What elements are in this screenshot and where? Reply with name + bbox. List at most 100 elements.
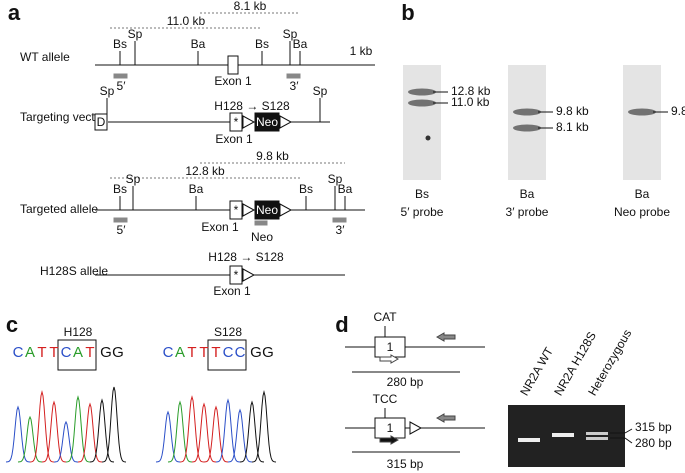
size-label: 280 bp (387, 375, 424, 389)
probe (332, 217, 347, 223)
band (628, 108, 656, 116)
loxp (279, 203, 293, 217)
probe-label: Neo probe (614, 205, 670, 219)
band (513, 124, 541, 132)
allele-label: Targeting vector (20, 110, 105, 124)
codon-box (207, 339, 247, 371)
site-label: Ba (293, 37, 308, 51)
probe-label: 5′ (117, 79, 127, 93)
base: A (175, 344, 185, 361)
base: C (13, 344, 24, 361)
peak (77, 402, 103, 463)
probe (254, 220, 268, 226)
site-label: Bs (255, 37, 269, 51)
base: C (163, 344, 174, 361)
box (227, 55, 239, 75)
base: A (25, 344, 35, 361)
star: * (234, 203, 239, 217)
peak (239, 400, 265, 463)
panel-label: c (6, 312, 18, 337)
exon-label: Exon 1 (201, 220, 239, 234)
site-label: Sp (128, 27, 143, 41)
distance-label: 12.8 kb (185, 164, 225, 178)
blot (403, 65, 441, 180)
panel-label: a (8, 0, 21, 25)
codon-box (57, 339, 97, 371)
primer-reverse (435, 332, 456, 342)
distance-label: 9.8 kb (256, 149, 289, 163)
allele-label: WT allele (20, 50, 70, 64)
base: T (211, 344, 220, 361)
mutation-label: H128 → S128 (214, 99, 290, 113)
marker-label: 280 bp (635, 436, 672, 450)
band (408, 99, 436, 107)
peak (17, 415, 43, 463)
primer-reverse (435, 413, 456, 423)
base: T (37, 344, 46, 361)
band-label: 9.8 kb (556, 104, 589, 118)
neo-box (254, 200, 280, 220)
neo-label: Neo (256, 115, 278, 129)
primer-forward (379, 435, 400, 445)
base: T (85, 344, 94, 361)
peak (54, 420, 78, 463)
neo-box (254, 112, 280, 132)
peak (227, 408, 253, 463)
peak (89, 398, 115, 463)
enzyme-label: Ba (635, 187, 650, 201)
probe-label: 3′ (336, 223, 346, 237)
peak (5, 405, 31, 463)
enzyme-label: Bs (415, 187, 429, 201)
allele-label: Targeted allele (20, 202, 98, 216)
site-label: Sp (100, 84, 115, 98)
base: C (223, 344, 234, 361)
site-label: Sp (328, 172, 343, 186)
probe-label: 5′ (117, 223, 127, 237)
peak (251, 390, 277, 463)
base: G (262, 344, 274, 361)
peak (179, 395, 205, 463)
mutation-label: H128 → S128 (208, 250, 284, 264)
band (552, 433, 574, 437)
line (624, 428, 633, 434)
codon-label: H128 (64, 325, 93, 339)
band (586, 432, 608, 435)
site-label: Sp (313, 84, 328, 98)
site-label: Ba (189, 182, 204, 196)
peak (41, 400, 67, 463)
base: G (112, 344, 124, 361)
marker-label: 315 bp (635, 420, 672, 434)
peak (65, 395, 91, 463)
lane-label: NR2A WT (517, 344, 556, 398)
exon-label: 1 (387, 340, 394, 354)
band-label: 9.8 kb (671, 104, 685, 118)
loxp (279, 115, 293, 129)
band-label: 8.1 kb (556, 120, 589, 134)
base: G (250, 344, 262, 361)
peak (167, 400, 193, 463)
probe (286, 73, 301, 79)
line (624, 437, 633, 444)
exon-label: Exon 1 (213, 284, 251, 298)
blot (508, 65, 546, 180)
allele-label: H128S allele (40, 264, 108, 278)
peak (155, 410, 181, 463)
probe-label: Neo (251, 230, 273, 244)
probe-label: 3′ probe (506, 205, 549, 219)
band (408, 88, 436, 96)
enzyme-label: Ba (520, 187, 535, 201)
star: * (234, 115, 239, 129)
box (229, 265, 243, 285)
exon-label: Exon 1 (214, 74, 252, 88)
probe-label: 3′ (290, 79, 300, 93)
site-label: Ba (191, 37, 206, 51)
blot (623, 65, 661, 180)
codon-label: S128 (214, 325, 242, 339)
band-label: 12.8 kb (451, 84, 491, 98)
spot (425, 135, 431, 141)
distance-label: 8.1 kb (234, 0, 267, 13)
base: T (49, 344, 58, 361)
distance-label: 11.0 kb (167, 14, 206, 28)
scale-label: 1 kb (350, 44, 373, 58)
loxp (242, 115, 256, 129)
